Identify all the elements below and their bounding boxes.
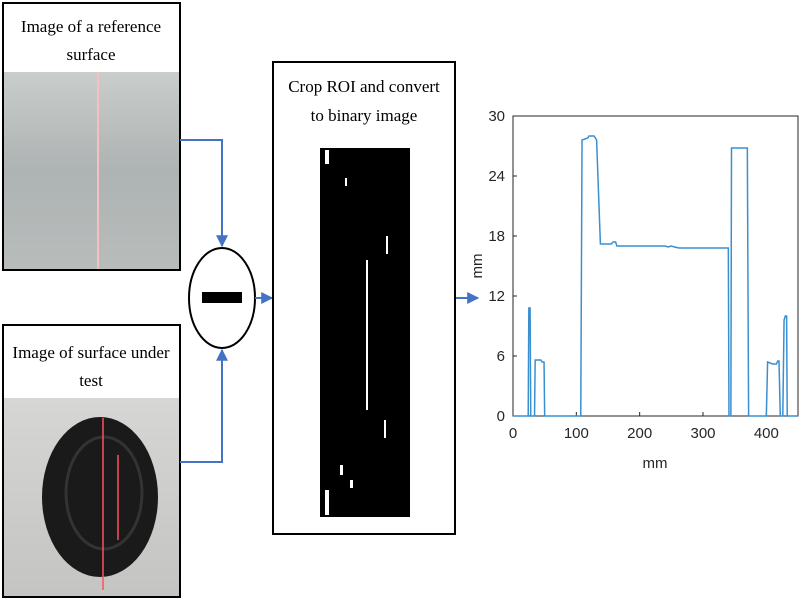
reference-title: Image of a reference <box>21 17 161 36</box>
plot-frame <box>512 115 799 417</box>
reference-title: surface <box>66 45 115 64</box>
test-title: Image of surface under <box>12 343 170 362</box>
binary-image <box>320 148 410 517</box>
arrow <box>180 348 228 463</box>
x-tick-label: 300 <box>690 425 715 442</box>
y-tick-label: 18 <box>488 228 505 245</box>
test-title: test <box>79 371 103 390</box>
x-axis-label: mm <box>643 455 668 472</box>
binary-specks <box>325 150 388 515</box>
data-line <box>513 135 798 417</box>
y-tick-label: 12 <box>488 288 505 305</box>
lid-rim <box>64 435 144 551</box>
y-tick-label: 0 <box>497 408 505 425</box>
x-tick-label: 400 <box>754 425 779 442</box>
reference-image <box>4 72 179 269</box>
x-tick-label: 0 <box>509 425 517 442</box>
y-tick-label: 6 <box>497 348 505 365</box>
y-tick-label: 24 <box>488 168 505 185</box>
y-tick-label: 30 <box>488 108 505 125</box>
arrow <box>180 139 228 248</box>
y-axis-label: mm <box>469 254 486 279</box>
x-tick-label: 100 <box>564 425 589 442</box>
minus-sign <box>202 292 242 303</box>
binary-title: to binary image <box>311 106 418 125</box>
binary-title: Crop ROI and convert <box>288 77 440 96</box>
x-tick-label: 200 <box>627 425 652 442</box>
